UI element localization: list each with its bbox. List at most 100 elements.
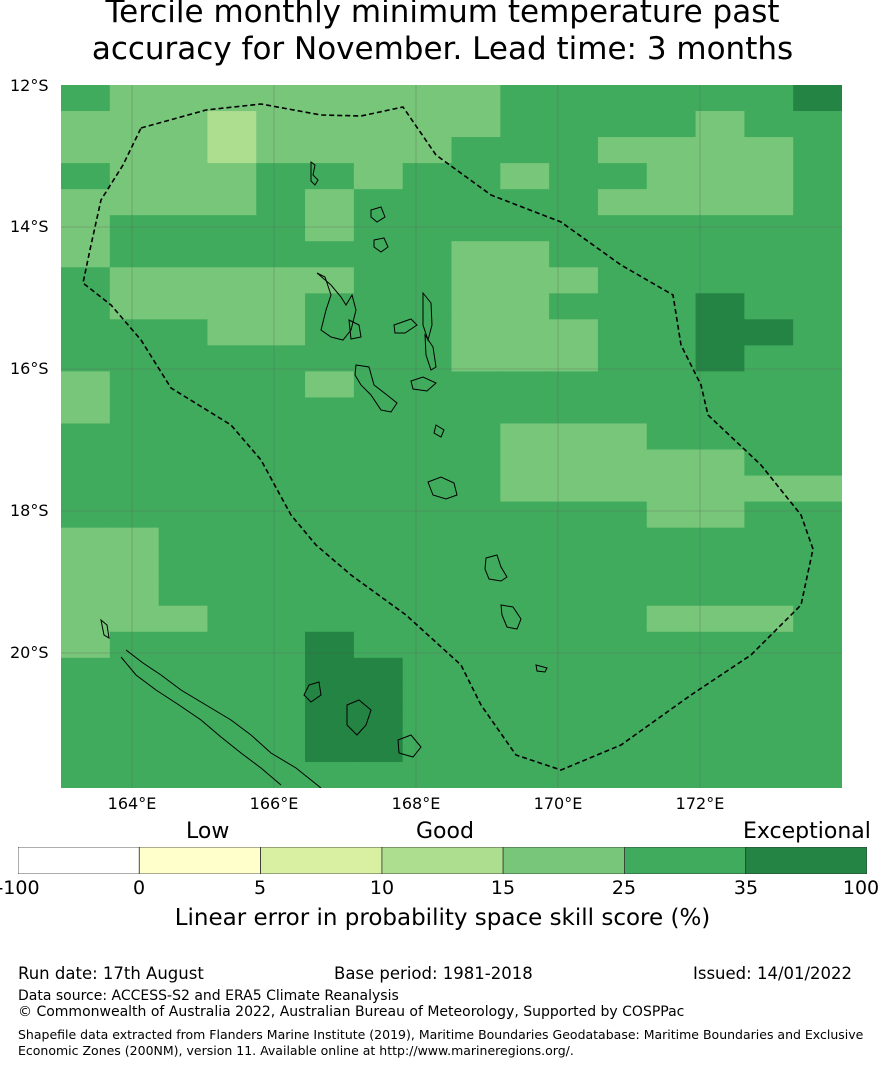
grid-cell	[158, 293, 209, 320]
colorbar-tick-5: 25	[611, 877, 637, 899]
grid-cell	[353, 761, 404, 788]
grid-cell	[109, 735, 160, 763]
grid-cell	[207, 241, 257, 268]
island-ambae	[393, 318, 418, 334]
grid-cell	[353, 267, 404, 294]
grid-cell	[451, 449, 501, 477]
grid-cell	[646, 657, 697, 685]
grid-cell	[695, 735, 745, 763]
grid-cell	[61, 761, 111, 788]
grid-cell	[744, 241, 794, 268]
grid-cell	[402, 189, 453, 216]
new-caledonia-coast-south	[120, 656, 282, 786]
grid-cell	[353, 215, 404, 242]
grid-cell	[402, 579, 453, 607]
grid-cell	[695, 111, 745, 138]
grid-cell	[695, 163, 745, 190]
grid-cell	[256, 683, 306, 711]
island-loyalty-ouvea	[303, 681, 322, 703]
grid-cell	[305, 527, 355, 555]
grid-cell	[256, 657, 306, 685]
grid-cell	[305, 215, 355, 242]
grid-cell	[597, 605, 648, 633]
grid-cell	[695, 761, 745, 788]
grid-cell	[207, 553, 257, 581]
colorbar	[18, 847, 867, 874]
grid-cell	[695, 397, 745, 425]
grid-cell	[207, 709, 257, 737]
copyright: © Commonwealth of Australia 2022, Austra…	[18, 1004, 685, 1020]
grid-cell	[597, 189, 648, 216]
grid-cell	[207, 605, 257, 633]
grid-cell	[549, 527, 599, 555]
grid-cell	[61, 163, 111, 190]
grid-cell	[646, 241, 697, 268]
grid-cell	[353, 501, 404, 529]
grid-cell	[256, 527, 306, 555]
grid-cell	[646, 293, 697, 320]
grid-cell	[500, 163, 550, 190]
grid-cell	[109, 475, 160, 503]
grid-cell	[402, 449, 453, 477]
grid-cell	[597, 631, 648, 659]
grid-cell	[451, 319, 501, 346]
grid-cell	[61, 579, 111, 607]
grid-cell	[61, 423, 111, 451]
grid-cell	[549, 683, 599, 711]
grid-cell	[793, 449, 842, 477]
grid-cell	[402, 631, 453, 659]
grid-cell	[61, 111, 111, 138]
grid-cell	[158, 657, 209, 685]
grid-cell	[597, 85, 648, 112]
grid-cell	[549, 397, 599, 425]
grid-cell	[695, 501, 745, 529]
grid-cell	[549, 345, 599, 373]
grid-cell	[402, 293, 453, 320]
grid-cell	[549, 631, 599, 659]
eez-boundary	[82, 103, 814, 771]
grid-cell	[256, 111, 306, 138]
grid-cell	[646, 475, 697, 503]
grid-cell	[549, 241, 599, 268]
grid-cell	[256, 319, 306, 346]
grid-cell	[793, 189, 842, 216]
grid-cell	[61, 449, 111, 477]
grid-cell	[695, 267, 745, 294]
grid-cell	[158, 709, 209, 737]
grid-cell	[500, 631, 550, 659]
island-tanna	[500, 604, 522, 630]
grid-cell	[353, 241, 404, 268]
grid-cell	[451, 709, 501, 737]
grid-cell	[353, 137, 404, 164]
grid-cell	[500, 137, 550, 164]
grid-cell	[402, 85, 453, 112]
grid-cell	[597, 579, 648, 607]
grid-cell	[549, 293, 599, 320]
grid-cell	[646, 319, 697, 346]
grid-cell	[695, 657, 745, 685]
grid-cell	[744, 397, 794, 425]
grid-cell	[500, 345, 550, 373]
grid-cell	[402, 215, 453, 242]
grid-cell	[500, 527, 550, 555]
grid-cell	[207, 449, 257, 477]
grid-cell	[451, 137, 501, 164]
grid-cell	[646, 215, 697, 242]
grid-cell	[793, 605, 842, 633]
lon-label-170e: 170°E	[533, 794, 583, 813]
grid-cell	[451, 293, 501, 320]
grid-cell	[646, 163, 697, 190]
grid-cell	[61, 137, 111, 164]
grid-cell	[353, 371, 404, 399]
grid-cell	[646, 85, 697, 112]
grid-cell	[549, 111, 599, 138]
grid-cell	[353, 527, 404, 555]
grid-cell	[549, 579, 599, 607]
grid-cell	[451, 579, 501, 607]
issued-date: Issued: 14/01/2022	[693, 964, 853, 983]
grid-cell	[500, 449, 550, 477]
grid-cell	[451, 111, 501, 138]
grid-cell	[549, 735, 599, 763]
grid-cell	[451, 241, 501, 268]
grid-cell	[109, 501, 160, 529]
